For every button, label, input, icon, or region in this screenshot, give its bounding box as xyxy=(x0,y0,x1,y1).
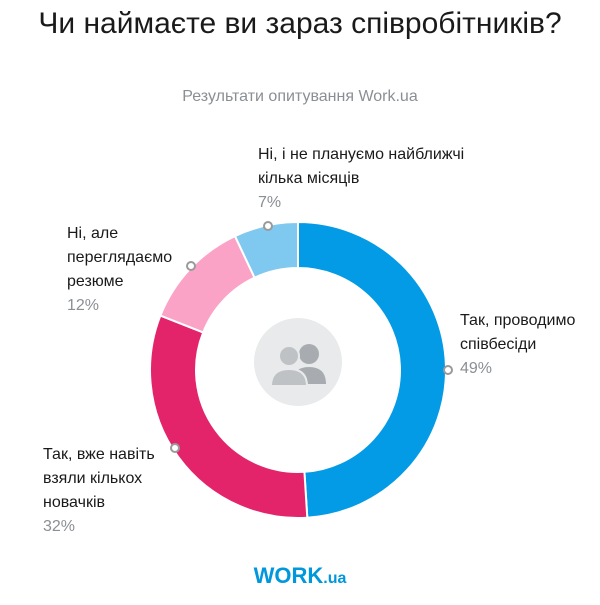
slice-label-interviews: Так, проводимо співбесіди 49% xyxy=(460,309,575,381)
slice-label-reviewing: Ні, але переглядаємо резюме 12% xyxy=(67,222,192,318)
slice-value-label: 7% xyxy=(258,194,282,211)
label-connector-dot xyxy=(263,221,273,231)
slice-label-text: Так, вже навіть взяли кількох новачків xyxy=(43,446,155,511)
slice-label-text: Так, проводимо співбесіди xyxy=(460,312,576,353)
label-connector-dot xyxy=(186,261,196,271)
work-ua-logo: WORK.ua xyxy=(0,563,600,589)
logo-text: WORK xyxy=(253,563,324,588)
chart-title-text: Чи наймаєте ви зараз співробітників? xyxy=(38,7,562,40)
chart-subtitle: Результати опитування Work.ua xyxy=(182,88,418,105)
chart-title: Чи наймаєте ви зараз співробітників? xyxy=(0,6,600,42)
slice-label-text: Ні, але переглядаємо резюме xyxy=(67,225,173,290)
slice-hired xyxy=(149,314,309,519)
label-connector-dot xyxy=(170,443,180,453)
label-connector-dot xyxy=(443,365,453,375)
users-icon xyxy=(254,318,342,406)
slice-value-label: 32% xyxy=(43,518,76,535)
slice-interviews xyxy=(297,220,447,519)
slice-value-label: 49% xyxy=(460,360,493,377)
slice-label-hired: Так, вже навіть взяли кількох новачків 3… xyxy=(43,443,193,539)
slice-label-text: Ні, і не плануємо найближчі кілька місяц… xyxy=(258,146,465,187)
slice-label-not-planning: Ні, і не плануємо найближчі кілька місяц… xyxy=(258,143,528,215)
slice-value-label: 12% xyxy=(67,297,100,314)
slice-not-planning xyxy=(233,220,299,280)
logo-suffix: .ua xyxy=(323,570,347,587)
